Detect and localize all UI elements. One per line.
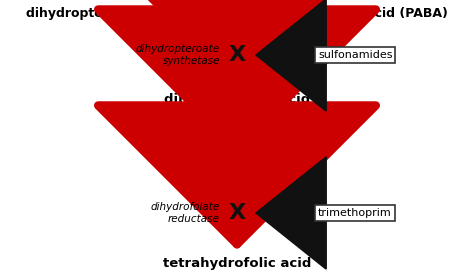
Text: dihydrofolic acid: dihydrofolic acid	[174, 161, 300, 174]
Text: sulfonamides: sulfonamides	[318, 50, 392, 60]
Text: X: X	[228, 45, 246, 65]
Text: dihydropteroate diphosphate + p-aminobenzoic acid (PABA): dihydropteroate diphosphate + p-aminoben…	[26, 7, 448, 20]
Text: dihydrofolate
reductase: dihydrofolate reductase	[151, 202, 220, 224]
Text: X: X	[228, 203, 246, 223]
Text: trimethoprim: trimethoprim	[318, 208, 392, 218]
Text: tetrahydrofolic acid: tetrahydrofolic acid	[163, 257, 311, 269]
Text: dihydropteroic acid: dihydropteroic acid	[164, 94, 310, 106]
Text: dihydropteroate
synthetase: dihydropteroate synthetase	[136, 44, 220, 66]
